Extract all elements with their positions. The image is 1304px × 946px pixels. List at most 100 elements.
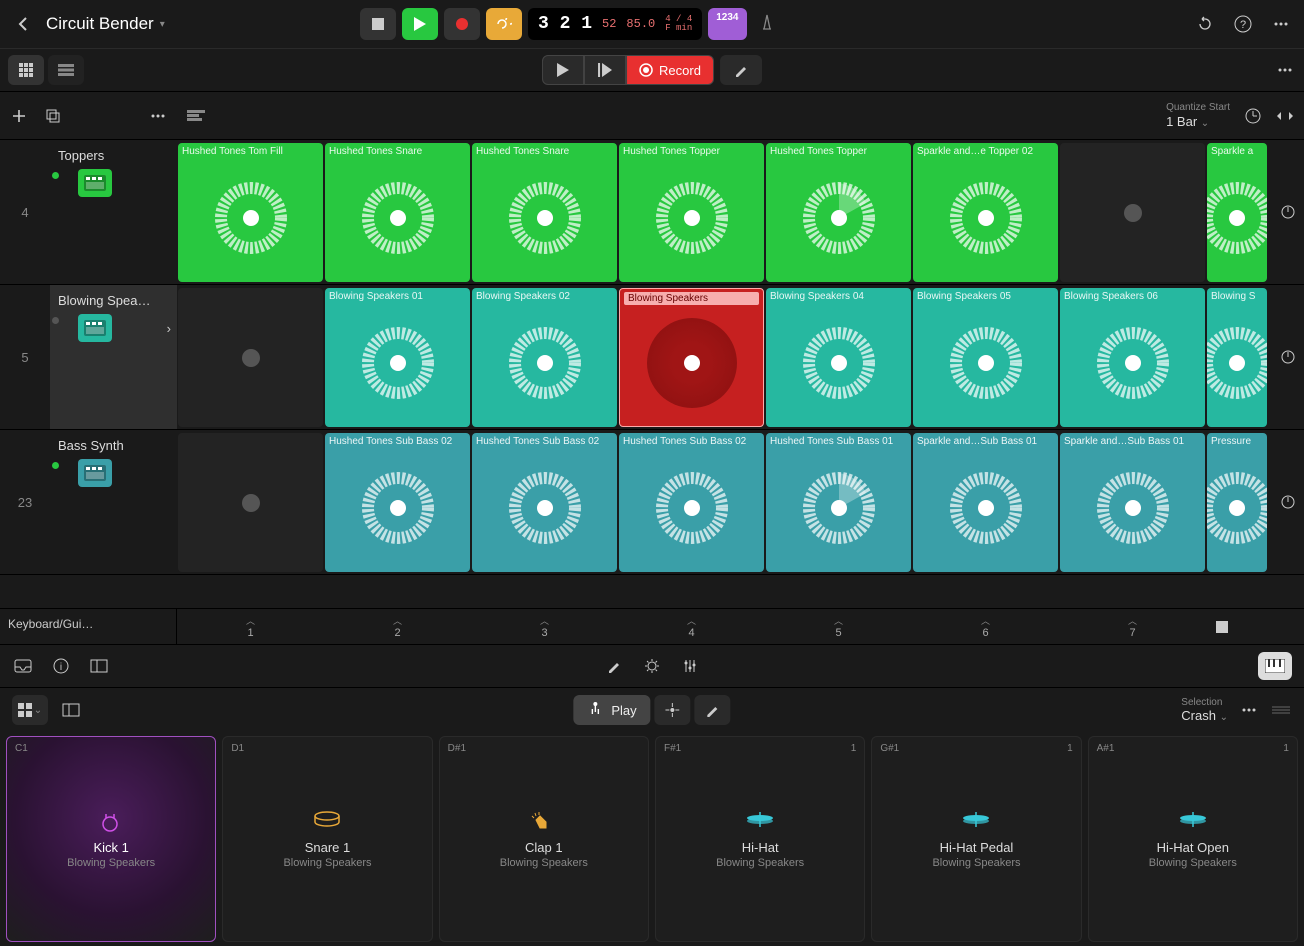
drum-pad[interactable]: D#1 Clap 1 Blowing Speakers [439,736,649,942]
add-track-button[interactable] [8,105,30,127]
empty-cell[interactable] [178,433,323,572]
scene-trigger[interactable]: ︿1 [177,609,324,644]
track-instrument-icon[interactable] [78,459,112,487]
selection-value[interactable]: Crash ⌄ [1181,708,1228,723]
metronome-icon[interactable] [753,8,781,36]
panels-icon[interactable] [88,655,110,677]
drum-pad[interactable]: F#1 1 Hi-Hat Blowing Speakers [655,736,865,942]
selection-label: Selection [1181,697,1228,708]
pad-edit-button[interactable] [695,695,731,725]
drum-pad[interactable]: D1 Snare 1 Blowing Speakers [222,736,432,942]
scene-trigger[interactable]: ︿6 [912,609,1059,644]
help-button[interactable]: ? [1232,13,1254,35]
clip-cell[interactable]: Blowing Speakers 04 [766,288,911,427]
chevron-up-icon: ︿ [687,614,696,627]
empty-cell[interactable] [1060,143,1205,282]
scene-trigger[interactable]: ︿3 [471,609,618,644]
pad-target-button[interactable] [655,695,691,725]
quantize-start[interactable]: Quantize Start 1 Bar ⌄ [1166,102,1230,130]
clip-cell[interactable]: Pressure [1207,433,1267,572]
scene-trigger[interactable]: ︿7 [1059,609,1206,644]
tracks-view-button[interactable] [48,55,84,85]
empty-cell[interactable] [178,288,323,427]
empty-dot-icon [242,494,260,512]
recording-cell[interactable]: Blowing Speakers [619,288,764,427]
scene-stop-all[interactable] [1206,609,1238,644]
svg-text:i: i [60,662,62,673]
track-number[interactable]: 5 [0,285,50,430]
chevron-up-icon: ︿ [981,614,990,627]
play-button[interactable] [402,8,438,40]
clip-cell[interactable]: Hushed Tones Topper [766,143,911,282]
duplicate-track-button[interactable] [42,105,64,127]
clip-cell[interactable]: Hushed Tones Snare [325,143,470,282]
lcd-display[interactable]: 3 2 1 52 85.0 4 / 4 F min [528,8,702,40]
row-loop-icon[interactable] [1272,285,1304,430]
pad-grid-button[interactable]: ⌄ [12,695,48,725]
clip-cell[interactable]: Blowing S [1207,288,1267,427]
clip-cell[interactable]: Hushed Tones Topper [619,143,764,282]
track-number[interactable]: 4 [0,140,50,285]
clip-cell[interactable]: Blowing Speakers 05 [913,288,1058,427]
clip-cell[interactable]: Sparkle and…Sub Bass 01 [1060,433,1205,572]
inbox-icon[interactable] [12,655,34,677]
scene-trigger[interactable]: ︿2 [324,609,471,644]
scene-trigger[interactable]: ︿4 [618,609,765,644]
play-indicator [978,210,994,226]
clip-cell[interactable]: Hushed Tones Sub Bass 02 [619,433,764,572]
mixer-icon[interactable] [679,655,701,677]
drum-pad[interactable]: A#1 1 Hi-Hat Open Blowing Speakers [1088,736,1298,942]
play-from-marker-button[interactable] [584,55,626,85]
cell-record-button[interactable]: Record [626,55,714,85]
keyboard-toggle[interactable] [1258,652,1292,680]
drum-pad[interactable]: G#1 1 Hi-Hat Pedal Blowing Speakers [871,736,1081,942]
pad-panels-icon[interactable] [60,699,82,721]
track-instrument-icon[interactable] [78,169,112,197]
clip-cell[interactable]: Blowing Speakers 01 [325,288,470,427]
info-icon[interactable]: i [50,655,72,677]
secondbar-more-button[interactable] [1274,59,1296,81]
clip-cell[interactable]: Sparkle a [1207,143,1267,282]
clip-cell[interactable]: Hushed Tones Sub Bass 02 [472,433,617,572]
drum-pad[interactable]: C1 Kick 1 Blowing Speakers [6,736,216,942]
row-loop-icon[interactable] [1272,140,1304,285]
grid-view-button[interactable] [8,55,44,85]
track-number[interactable]: 23 [0,430,50,575]
project-title[interactable]: Circuit Bender ▾ [46,14,165,34]
clip-cell[interactable]: Blowing Speakers 06 [1060,288,1205,427]
track-more-button[interactable] [147,105,169,127]
brightness-icon[interactable] [641,655,663,677]
edit-button[interactable] [720,55,762,85]
clip-cell[interactable]: Blowing Speakers 02 [472,288,617,427]
clip-cell[interactable]: Hushed Tones Tom Fill [178,143,323,282]
clip-cell[interactable]: Sparkle and…e Topper 02 [913,143,1058,282]
pads-more-button[interactable] [1238,699,1260,721]
track-header[interactable]: Bass Synth [50,430,177,575]
play-from-start-button[interactable] [542,55,584,85]
track-instrument-icon[interactable] [78,314,112,342]
record-toggle[interactable] [444,8,480,40]
zoom-horizontal-icon[interactable] [1274,105,1296,127]
back-button[interactable] [12,12,36,36]
svg-text:?: ? [1240,19,1246,31]
clip-cell[interactable]: Hushed Tones Sub Bass 01 [766,433,911,572]
track-header[interactable]: Toppers [50,140,177,285]
undo-button[interactable] [1194,13,1216,35]
keyboard-track-label[interactable]: Keyboard/Gui… [0,609,177,644]
pad-play-button[interactable]: Play [573,695,650,725]
scene-trigger[interactable]: ︿5 [765,609,912,644]
pads-handle-icon[interactable] [1270,699,1292,721]
time-ruler-icon[interactable] [1242,105,1264,127]
row-loop-icon[interactable] [1272,430,1304,575]
track-header[interactable]: Blowing Spea… › [50,285,177,430]
loop-button[interactable] [486,8,522,40]
clip-cell[interactable]: Hushed Tones Snare [472,143,617,282]
region-automation-button[interactable] [185,105,207,127]
chevron-right-icon[interactable]: › [167,321,171,336]
stop-button[interactable] [360,8,396,40]
pencil-icon[interactable] [603,655,625,677]
clip-cell[interactable]: Sparkle and…Sub Bass 01 [913,433,1058,572]
more-button[interactable] [1270,13,1292,35]
clip-cell[interactable]: Hushed Tones Sub Bass 02 [325,433,470,572]
bars-badge[interactable]: 1234 [708,8,746,40]
